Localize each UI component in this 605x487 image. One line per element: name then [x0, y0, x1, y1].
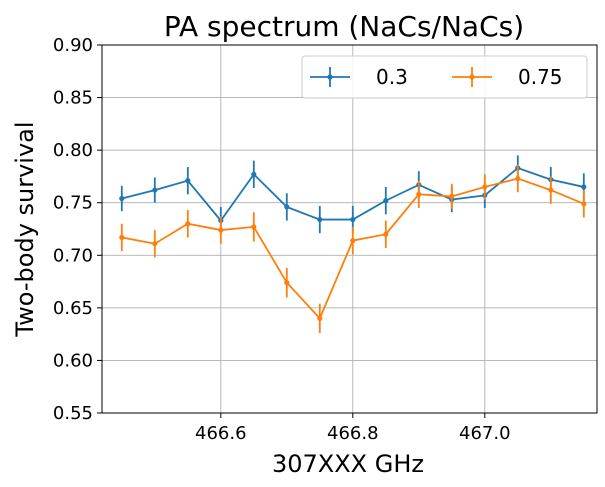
data-point [284, 280, 290, 286]
legend-label: 0.75 [518, 65, 563, 89]
legend-label: 0.3 [376, 65, 408, 89]
y-ticks: 0.55 0.60 0.65 0.70 0.75 0.80 0.85 0.90 [53, 35, 102, 424]
plot-frame [101, 44, 598, 414]
data-point [383, 198, 389, 204]
data-point [581, 201, 587, 207]
data-point [185, 221, 191, 227]
data-point [185, 178, 191, 184]
data-point [317, 216, 323, 223]
y-tick-label: 0.85 [53, 88, 93, 109]
data-point [548, 187, 554, 193]
data-point [416, 191, 422, 197]
y-tick-label: 0.55 [53, 403, 93, 424]
x-ticks: 466.6 466.8 467.0 [195, 413, 511, 444]
y-tick-label: 0.70 [53, 245, 93, 266]
series-layer [119, 155, 587, 334]
data-point [350, 216, 356, 223]
x-tick-label: 467.0 [459, 423, 511, 444]
data-point [383, 231, 389, 237]
data-point [218, 227, 224, 233]
data-point [350, 237, 356, 244]
x-tick-label: 466.6 [195, 423, 247, 444]
legend-marker [469, 74, 475, 80]
data-point [152, 187, 158, 193]
series-1 [119, 164, 587, 334]
data-point [119, 234, 125, 241]
data-point [515, 175, 521, 182]
y-tick-label: 0.90 [53, 35, 93, 56]
chart-title: PA spectrum (NaCs/NaCs) [164, 10, 524, 43]
data-point [449, 193, 455, 200]
legend-entry-1: 0.75 [452, 65, 563, 89]
data-point [119, 195, 125, 202]
x-tick-label: 466.8 [327, 423, 379, 444]
data-point [482, 184, 488, 190]
data-point [251, 171, 257, 177]
y-axis-label: Two-body survival [11, 121, 39, 337]
data-point [152, 241, 158, 247]
data-point [581, 184, 587, 190]
data-point [317, 315, 323, 321]
y-tick-label: 0.80 [53, 140, 93, 161]
legend: 0.3 0.75 [301, 55, 588, 99]
legend-marker [327, 74, 333, 80]
data-point [284, 204, 290, 210]
data-point [251, 224, 257, 230]
y-tick-label: 0.65 [53, 298, 93, 319]
x-axis-label: 307XXX GHz [272, 450, 424, 478]
legend-entry-0: 0.3 [310, 65, 408, 89]
y-tick-label: 0.75 [53, 193, 93, 214]
grid [102, 44, 597, 414]
legend-box [301, 55, 588, 99]
y-tick-label: 0.60 [53, 350, 93, 371]
